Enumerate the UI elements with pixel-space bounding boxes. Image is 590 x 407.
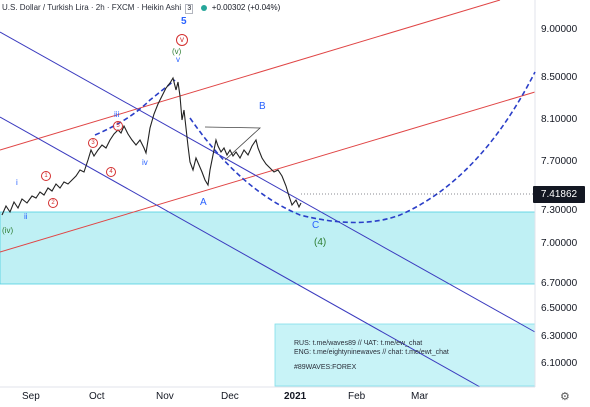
- time-tick: 2021: [284, 391, 307, 402]
- price-line: [1, 76, 302, 216]
- wave-label-4-paren[interactable]: (4): [314, 237, 327, 248]
- info-box: [274, 323, 536, 387]
- current-price-tag: 7.41862: [533, 186, 585, 203]
- info-line: ENG: t.me/eightyninewaves // chat: t.me/…: [294, 349, 449, 356]
- wave-label-iii[interactable]: iii: [114, 110, 120, 119]
- wave-label-C[interactable]: C: [312, 220, 320, 231]
- blue-channel-lower[interactable]: [0, 116, 481, 388]
- price-tick: 9.00000: [541, 24, 578, 35]
- info-box-text: RUS: t.me/waves89 // ЧАТ: t.me/ew_chat E…: [294, 339, 449, 372]
- price-tick: 7.70000: [541, 156, 578, 167]
- wave-label-circled-2[interactable]: 2: [48, 198, 58, 208]
- support-zone: [0, 211, 536, 285]
- wave-label-ii[interactable]: ii: [24, 212, 28, 221]
- wave-label-circled-3[interactable]: 3: [88, 138, 98, 148]
- status-dot-icon: [200, 4, 207, 11]
- wave-label-iv[interactable]: iv: [142, 158, 148, 167]
- time-tick: Dec: [221, 391, 239, 402]
- time-tick: Nov: [156, 391, 174, 402]
- wave-label-A[interactable]: A: [200, 197, 207, 208]
- time-tick: Mar: [411, 391, 429, 402]
- price-tick: 6.30000: [541, 331, 578, 342]
- info-line: #89WAVES:FOREX: [294, 364, 357, 371]
- price-tick: 7.30000: [541, 205, 578, 216]
- wave-label-v-circled[interactable]: v: [176, 34, 188, 46]
- symbol-title[interactable]: U.S. Dollar / Turkish Lira · 2h · FXCM ·…: [2, 3, 182, 12]
- blue-channel-upper[interactable]: [0, 31, 536, 333]
- indicator-badge[interactable]: 3: [185, 4, 194, 14]
- price-change: +0.00302 (+0.04%): [211, 3, 281, 12]
- wave-label-circled-5[interactable]: 5: [113, 121, 123, 131]
- wave-label-v-paren[interactable]: (v): [172, 47, 182, 56]
- projection-path[interactable]: [94, 71, 536, 224]
- price-tick: 8.10000: [541, 114, 578, 125]
- price-tick: 6.10000: [541, 358, 578, 369]
- time-tick: Sep: [22, 391, 40, 402]
- symbol-header[interactable]: U.S. Dollar / Turkish Lira · 2h · FXCM ·…: [2, 3, 280, 14]
- wave-label-iv-paren[interactable]: (iv): [2, 226, 14, 235]
- wave-label-circled-4[interactable]: 4: [106, 167, 116, 177]
- price-tick: 8.50000: [541, 72, 578, 83]
- price-tick: 6.50000: [541, 303, 578, 314]
- price-tick: 7.00000: [541, 238, 578, 249]
- info-line: RUS: t.me/waves89 // ЧАТ: t.me/ew_chat: [294, 340, 423, 347]
- red-channel-lower[interactable]: [0, 91, 536, 253]
- wave-label-5[interactable]: 5: [181, 16, 187, 27]
- red-channel-upper[interactable]: [0, 0, 501, 151]
- gear-icon[interactable]: ⚙: [560, 391, 570, 403]
- price-tick: 6.70000: [541, 278, 578, 289]
- wave-label-v[interactable]: v: [176, 55, 180, 64]
- wave-label-i[interactable]: i: [16, 178, 18, 187]
- time-tick: Oct: [89, 391, 105, 402]
- triangle-pattern: [204, 126, 262, 161]
- wave-label-B[interactable]: B: [259, 101, 266, 112]
- wave-label-circled-1[interactable]: 1: [41, 171, 51, 181]
- time-tick: Feb: [348, 391, 366, 402]
